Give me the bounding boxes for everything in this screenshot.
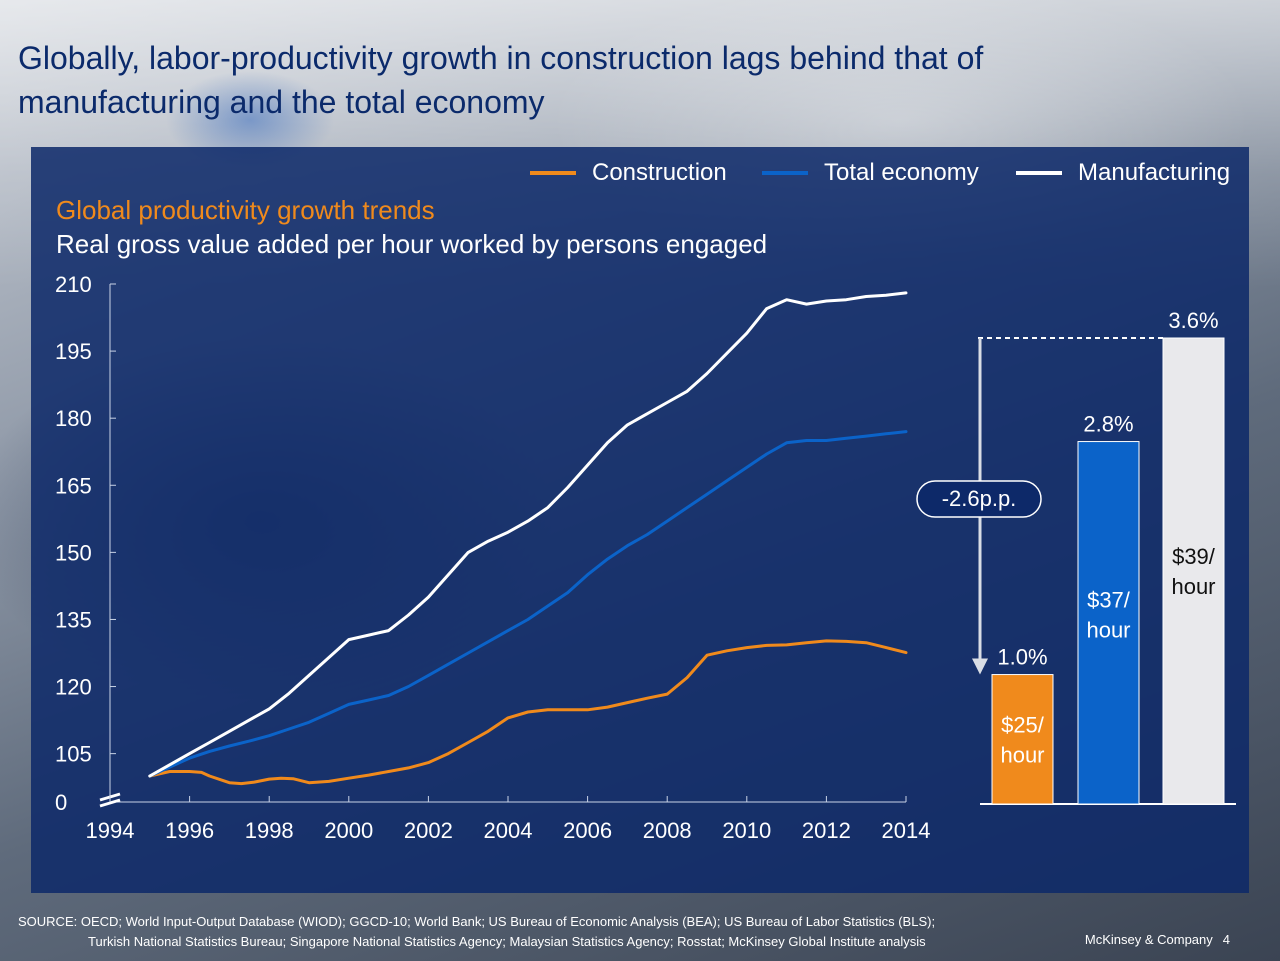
- series-line-manufacturing: [148, 291, 908, 778]
- y-tick-label: 165: [55, 473, 92, 498]
- y-tick-label: 105: [55, 742, 92, 767]
- x-tick-label: 2012: [802, 818, 851, 843]
- source-line-2: Turkish National Statistics Bureau; Sing…: [88, 934, 926, 949]
- y-tick-label: 195: [55, 339, 92, 364]
- x-tick-label: 2000: [324, 818, 373, 843]
- series-line-construction: [148, 639, 908, 786]
- bar-total-economy: [1077, 441, 1140, 805]
- bar-construction: [991, 674, 1054, 805]
- gap-annotation-pill: [916, 480, 1042, 518]
- x-tick-label: 2002: [404, 818, 453, 843]
- x-tick-label: 2010: [722, 818, 771, 843]
- y-tick-label: 210: [55, 272, 92, 297]
- gap-annotation-label: -2.6p.p.: [942, 486, 1017, 511]
- legend-label: Construction: [592, 159, 727, 186]
- bar-chart: 1.0% $25/hour 2.8% $37/hour 3.6% $39/hour -2.6…: [916, 308, 1236, 805]
- bar-value-label: 2.8%: [1083, 412, 1133, 437]
- bar-manufacturing: [1162, 337, 1225, 805]
- y-tick-label: 135: [55, 607, 92, 632]
- chart-legend: Construction Total economy Manufacturing: [530, 159, 1250, 187]
- source-note: SOURCE: OECD; World Input-Output Databas…: [18, 912, 1258, 952]
- line-chart-axes: 0 105 120 135 150 165 180 195 210 1994 1996 1998 200…: [55, 272, 930, 843]
- legend-swatch-construction: [530, 171, 576, 175]
- bar-inner-label: $39/: [1172, 544, 1216, 569]
- x-tick-label: 1998: [245, 818, 294, 843]
- y-tick-label: 120: [55, 675, 92, 700]
- company-name: McKinsey & Company: [1084, 932, 1213, 947]
- legend-label: Manufacturing: [1078, 159, 1231, 186]
- gap-arrow-head: [972, 658, 988, 675]
- y-tick-label: 180: [55, 406, 92, 431]
- page-title: Globally, labor-productivity growth in c…: [18, 40, 984, 120]
- legend-swatch-total-economy: [762, 171, 808, 175]
- series-line-total-economy: [148, 430, 908, 778]
- footer-company: McKinsey & Company 4: [1085, 932, 1230, 947]
- legend-swatch-manufacturing: [1016, 171, 1062, 175]
- x-tick-label: 1996: [165, 818, 214, 843]
- bar-inner-label: hour: [1171, 574, 1215, 599]
- x-tick-label: 2008: [643, 818, 692, 843]
- y-tick-label: 150: [55, 540, 92, 565]
- bar-value-label: 3.6%: [1168, 308, 1218, 333]
- bar-value-label: 1.0%: [997, 645, 1047, 670]
- bar-inner-label: $25/: [1001, 713, 1045, 738]
- axis-break-mark: [99, 798, 121, 808]
- page-number: 4: [1222, 932, 1230, 947]
- chart-title: Global productivity growth trends: [56, 195, 435, 225]
- legend-label: Total economy: [824, 159, 979, 186]
- line-chart-series: [148, 291, 908, 786]
- bar-inner-label: hour: [1000, 743, 1044, 768]
- bar-inner-label: hour: [1086, 618, 1130, 643]
- bar-inner-label: $37/: [1087, 588, 1131, 613]
- chart-subtitle: Real gross value added per hour worked b…: [56, 229, 768, 259]
- x-tick-label: 2004: [484, 818, 533, 843]
- source-line-1: SOURCE: OECD; World Input-Output Databas…: [18, 914, 936, 929]
- x-tick-label: 1994: [86, 818, 135, 843]
- x-tick-label: 2014: [882, 818, 931, 843]
- x-tick-label: 2006: [563, 818, 612, 843]
- y-tick-label: 0: [55, 790, 67, 815]
